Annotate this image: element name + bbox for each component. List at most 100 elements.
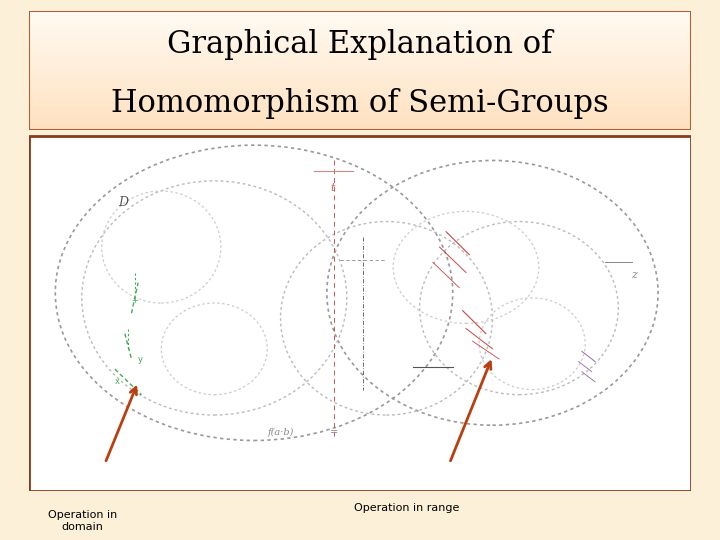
Bar <box>29 45 691 46</box>
Bar <box>29 72 691 73</box>
Bar <box>29 19 691 21</box>
Bar <box>29 33 691 35</box>
Text: x: x <box>115 377 120 387</box>
Bar <box>29 49 691 50</box>
Bar <box>29 64 691 65</box>
Bar <box>29 15 691 16</box>
Bar <box>29 56 691 57</box>
Bar <box>29 63 691 64</box>
Bar <box>29 84 691 85</box>
Bar <box>29 98 691 99</box>
Bar <box>29 37 691 38</box>
Bar <box>29 83 691 84</box>
Bar <box>29 125 691 126</box>
Bar <box>29 102 691 103</box>
Bar <box>29 60 691 61</box>
Bar <box>29 119 691 120</box>
Bar <box>29 16 691 17</box>
Bar <box>29 77 691 78</box>
Text: t: t <box>330 183 335 193</box>
Bar <box>29 99 691 100</box>
Bar <box>29 12 691 13</box>
Bar <box>29 38 691 39</box>
Bar <box>29 95 691 96</box>
Bar <box>29 50 691 51</box>
Bar <box>29 26 691 28</box>
Bar <box>29 43 691 44</box>
Text: Operation in
domain: Operation in domain <box>48 510 117 532</box>
Bar <box>29 111 691 112</box>
Bar <box>29 35 691 36</box>
Bar <box>29 120 691 122</box>
Bar <box>29 112 691 113</box>
Bar <box>29 66 691 67</box>
Bar <box>29 114 691 115</box>
Bar <box>29 118 691 119</box>
Bar <box>29 46 691 48</box>
Bar <box>29 40 691 42</box>
Bar <box>29 67 691 68</box>
Text: =: = <box>330 427 338 437</box>
Bar <box>29 104 691 105</box>
Bar <box>29 31 691 32</box>
Bar <box>29 58 691 59</box>
Bar <box>29 52 691 53</box>
Bar <box>29 30 691 31</box>
Bar <box>29 23 691 24</box>
Bar <box>29 13 691 14</box>
Bar <box>29 92 691 93</box>
Bar <box>29 51 691 52</box>
Bar <box>29 108 691 109</box>
Bar <box>29 36 691 37</box>
Bar <box>29 18 691 19</box>
Text: f(a·b): f(a·b) <box>267 428 294 437</box>
Bar <box>29 116 691 117</box>
Text: +: + <box>132 296 138 305</box>
Bar <box>29 91 691 92</box>
Bar <box>29 11 691 12</box>
Bar <box>29 44 691 45</box>
Bar <box>29 101 691 102</box>
Bar <box>29 55 691 56</box>
Bar <box>29 80 691 81</box>
Bar <box>29 90 691 91</box>
Text: Graphical Explanation of: Graphical Explanation of <box>167 29 553 59</box>
Bar <box>29 82 691 83</box>
Bar <box>29 78 691 79</box>
Bar <box>29 32 691 33</box>
Bar <box>29 73 691 74</box>
Bar <box>29 85 691 86</box>
Bar <box>29 42 691 43</box>
Bar <box>29 28 691 29</box>
Bar <box>29 70 691 71</box>
Bar <box>29 86 691 87</box>
Bar <box>29 123 691 124</box>
Bar <box>29 25 691 26</box>
Text: D: D <box>118 196 128 210</box>
Bar <box>29 107 691 108</box>
Bar <box>29 109 691 110</box>
Bar <box>29 127 691 129</box>
Bar <box>29 74 691 75</box>
Bar <box>29 105 691 106</box>
Bar <box>29 22 691 23</box>
Bar <box>29 48 691 49</box>
Bar <box>29 96 691 97</box>
Bar <box>29 71 691 72</box>
Bar <box>29 126 691 127</box>
Bar <box>29 62 691 63</box>
Bar <box>29 93 691 94</box>
Bar <box>29 69 691 70</box>
Bar <box>29 68 691 69</box>
Bar <box>29 122 691 123</box>
Bar <box>29 110 691 111</box>
Text: Homomorphism of Semi-Groups: Homomorphism of Semi-Groups <box>111 88 609 119</box>
Bar <box>29 87 691 88</box>
Bar <box>29 88 691 89</box>
Bar <box>29 61 691 62</box>
Bar <box>29 53 691 55</box>
Bar <box>29 57 691 58</box>
Bar <box>29 65 691 66</box>
Text: z: z <box>631 269 637 280</box>
Bar <box>29 129 691 130</box>
